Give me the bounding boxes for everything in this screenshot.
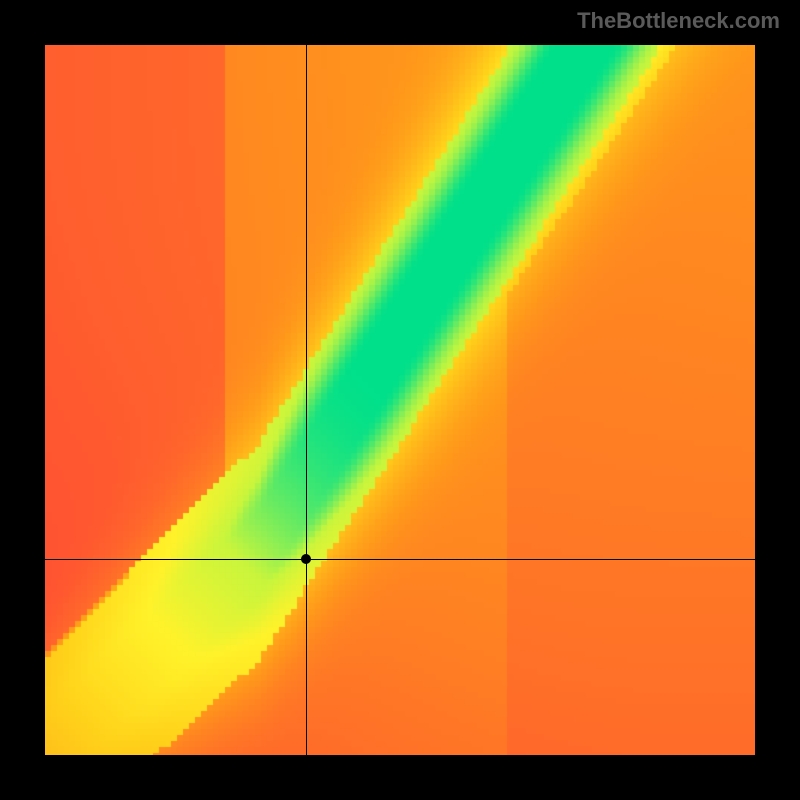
crosshair-vertical <box>306 45 307 755</box>
watermark-label: TheBottleneck.com <box>577 8 780 34</box>
heatmap-plot <box>45 45 755 755</box>
crosshair-marker <box>301 554 311 564</box>
chart-container: TheBottleneck.com <box>0 0 800 800</box>
crosshair-horizontal <box>45 559 755 560</box>
